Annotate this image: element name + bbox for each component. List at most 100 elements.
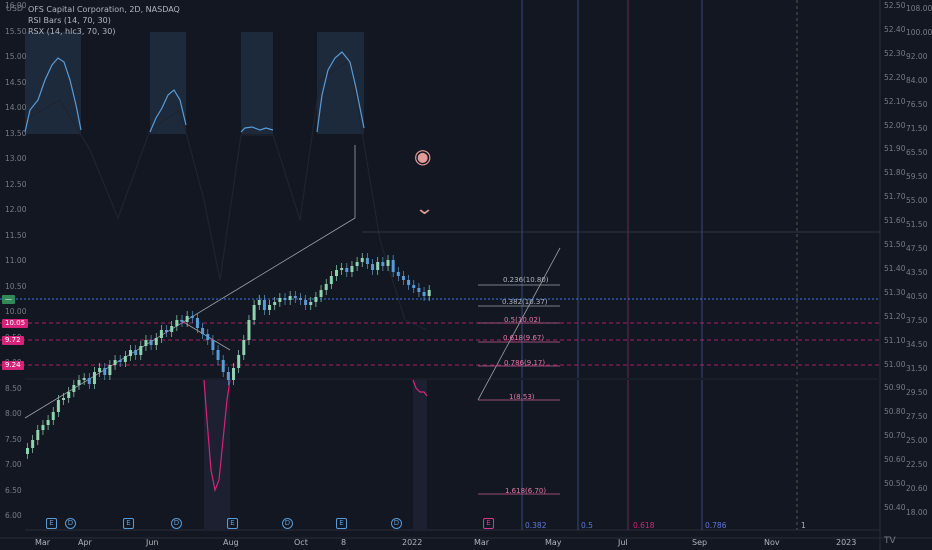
candle xyxy=(417,288,421,292)
dividend-marker[interactable]: D xyxy=(282,518,293,529)
left-axis-tick: 10.00 xyxy=(5,307,27,316)
candle xyxy=(412,285,416,288)
candle xyxy=(386,260,390,266)
candle xyxy=(355,262,359,266)
candle xyxy=(36,430,40,440)
time-tick: Mar xyxy=(35,538,51,547)
eye-icon: ◉ xyxy=(414,144,432,168)
candle xyxy=(407,280,411,285)
candle xyxy=(232,368,235,380)
earnings-marker[interactable]: E xyxy=(336,518,347,529)
right-inner-tick: 52.30 xyxy=(884,48,906,58)
left-axis-tick: 10.50 xyxy=(5,281,27,291)
indicator-rsi-bars[interactable]: RSI Bars (14, 70, 30) xyxy=(28,16,111,25)
left-axis-tick: 13.50 xyxy=(5,128,27,138)
chart-legend: OFS Capital Corporation, 2D, NASDAQ RSI … xyxy=(28,4,180,37)
candle xyxy=(108,365,112,375)
time-tick: Aug xyxy=(223,538,239,547)
fib-level-label: 1(8.53) xyxy=(509,393,535,401)
left-axis-tick: 15.00 xyxy=(5,52,27,61)
candle xyxy=(41,425,45,430)
right-outer-tick: 100.00 xyxy=(906,28,932,37)
left-axis-tick: 7.50 xyxy=(5,434,22,444)
candle xyxy=(175,320,179,326)
right-outer-tick: 22.50 xyxy=(906,460,928,469)
candle xyxy=(381,262,385,266)
candle xyxy=(154,338,158,345)
fib-level-label: 0.236(10.80) xyxy=(503,276,549,284)
fib-level-label: 0.5(10.02) xyxy=(504,316,541,324)
candle xyxy=(159,330,163,338)
dividend-marker[interactable]: D xyxy=(391,518,402,529)
indicator-rsx[interactable]: RSX (14, hlc3, 70, 30) xyxy=(28,27,116,36)
candle xyxy=(329,276,333,284)
left-axis-tick: 6.50 xyxy=(5,485,22,495)
candle xyxy=(237,355,241,368)
time-tick: 2023 xyxy=(836,538,857,547)
left-axis-tick: 13.00 xyxy=(5,154,27,163)
price-tag: 9.24 xyxy=(2,361,24,370)
earnings-marker[interactable]: E xyxy=(123,518,134,529)
candle xyxy=(401,276,405,280)
candle xyxy=(113,360,117,365)
candle xyxy=(345,268,349,272)
right-outer-tick: 55.00 xyxy=(906,196,928,205)
candle xyxy=(340,268,344,270)
candle xyxy=(371,264,375,270)
candle xyxy=(144,340,148,346)
candle xyxy=(180,320,184,322)
right-outer-tick: 92.00 xyxy=(906,52,928,61)
fib-level-label: 0.618(9.67) xyxy=(503,334,545,342)
right-outer-tick: 76.50 xyxy=(906,100,928,109)
candle xyxy=(273,302,277,305)
earnings-marker[interactable]: E xyxy=(227,518,238,529)
time-tick: Nov xyxy=(764,538,780,547)
candle xyxy=(165,330,169,332)
candle xyxy=(82,378,86,380)
candle xyxy=(427,290,431,296)
candle xyxy=(257,300,261,305)
candle xyxy=(298,298,302,300)
candle xyxy=(335,270,338,276)
candle xyxy=(216,350,220,360)
price-tag: 10.05 xyxy=(2,319,29,328)
time-tick: Apr xyxy=(78,538,92,547)
right-outer-tick: 71.50 xyxy=(906,124,928,133)
time-tick: 2022 xyxy=(402,538,423,547)
candle xyxy=(77,380,81,385)
candle xyxy=(98,368,102,372)
dividend-marker[interactable]: D xyxy=(171,518,182,529)
right-inner-tick: 51.30 xyxy=(884,287,906,297)
candle xyxy=(92,372,96,384)
left-axis-tick: 8.50 xyxy=(5,383,22,393)
candle xyxy=(195,318,199,328)
symbol-title[interactable]: OFS Capital Corporation, 2D, NASDAQ xyxy=(28,5,180,14)
earnings-marker[interactable]: E xyxy=(46,518,57,529)
dividend-marker[interactable]: D xyxy=(65,518,76,529)
right-inner-tick: 50.50 xyxy=(884,479,906,488)
time-tick: Mar xyxy=(474,538,490,547)
left-axis-tick: 6.00 xyxy=(5,511,22,520)
candle xyxy=(221,360,225,372)
left-axis-tick: 15.50 xyxy=(5,26,27,36)
fib-level-label: 0.786(9.17) xyxy=(504,359,546,367)
right-outer-tick: 37.50 xyxy=(906,316,928,325)
fib-time-label: 0.618 xyxy=(633,521,655,530)
candle xyxy=(185,316,189,322)
right-inner-tick: 51.10 xyxy=(884,335,906,345)
earnings-marker[interactable]: E xyxy=(483,518,494,529)
right-outer-tick: 108.00 xyxy=(906,4,932,13)
candle xyxy=(288,296,292,300)
time-tick: Jun xyxy=(146,538,159,547)
candle xyxy=(309,302,313,305)
candle xyxy=(118,360,122,362)
candle xyxy=(376,262,380,270)
right-outer-tick: 47.50 xyxy=(906,244,928,253)
candle xyxy=(26,448,29,454)
left-axis-tick: 16.00 xyxy=(5,1,27,10)
candle xyxy=(201,328,205,334)
tradingview-logo[interactable]: TV xyxy=(884,536,896,546)
right-inner-tick: 50.80 xyxy=(884,407,906,417)
left-axis-tick: 7.00 xyxy=(5,460,22,469)
